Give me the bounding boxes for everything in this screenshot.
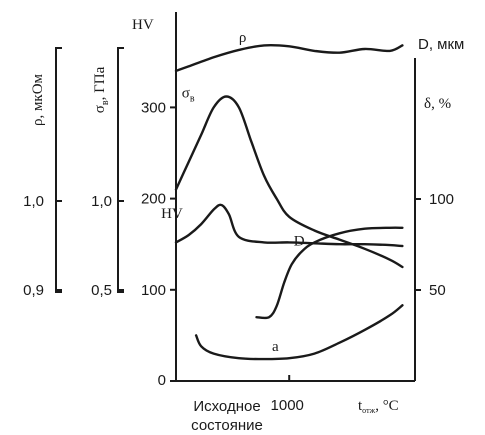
sigma-tick-label: 1,0 <box>91 193 112 210</box>
series-line-3 <box>255 226 404 320</box>
sigma-axis-title-rest: , ГПа <box>92 66 108 100</box>
series-label-3: D <box>294 233 305 249</box>
series-line-2 <box>174 203 404 248</box>
hv-tick-label: 200 <box>141 191 166 208</box>
hv-tick-label: 300 <box>141 99 166 116</box>
series-label-0: ρ <box>239 30 247 46</box>
delta-tick-label: 50 <box>429 282 446 299</box>
series-label-1: σв <box>182 85 195 104</box>
curves-layer: ρ σв HV Da <box>161 30 404 361</box>
series-label-2: HV <box>161 206 183 222</box>
x-tick-label: 1000 <box>271 397 304 414</box>
hv-tick-label: 100 <box>141 282 166 299</box>
delta-axis-title: δ, % <box>424 96 451 112</box>
hv-tick-label: 0 <box>158 372 166 389</box>
x-axis-title-suffix: , °C <box>375 398 399 414</box>
series-label-4: a <box>272 339 279 355</box>
sigma-axis-title: σв, ГПа <box>92 66 111 113</box>
x-axis-title: tотж, °C <box>358 398 399 415</box>
rho-axis-line <box>55 47 62 293</box>
delta-tick-label: 100 <box>429 191 454 208</box>
rho-tick-label: 1,0 <box>23 193 44 210</box>
x-axis-title-prefix: t <box>358 398 363 414</box>
sigma-axis-line <box>117 47 124 293</box>
sigma-axis-title-main: σ <box>92 105 108 113</box>
rho-tick-label: 0,9 <box>23 282 44 299</box>
hv-axis-title: HV <box>132 17 154 33</box>
sigma-tick-label: 0,5 <box>91 282 112 299</box>
d-axis-title: D, мкм <box>418 36 464 53</box>
series-line-1 <box>174 95 404 269</box>
x-axis-title-sub: отж <box>362 406 375 415</box>
series-line-0 <box>174 43 404 73</box>
x-category-line2: состояние <box>191 417 263 434</box>
sigma-axis-title-sub: в <box>100 100 111 105</box>
rho-axis-title: ρ, мкОм <box>30 73 46 126</box>
series-line-4 <box>194 304 404 361</box>
x-category-line1: Исходное <box>193 398 260 415</box>
